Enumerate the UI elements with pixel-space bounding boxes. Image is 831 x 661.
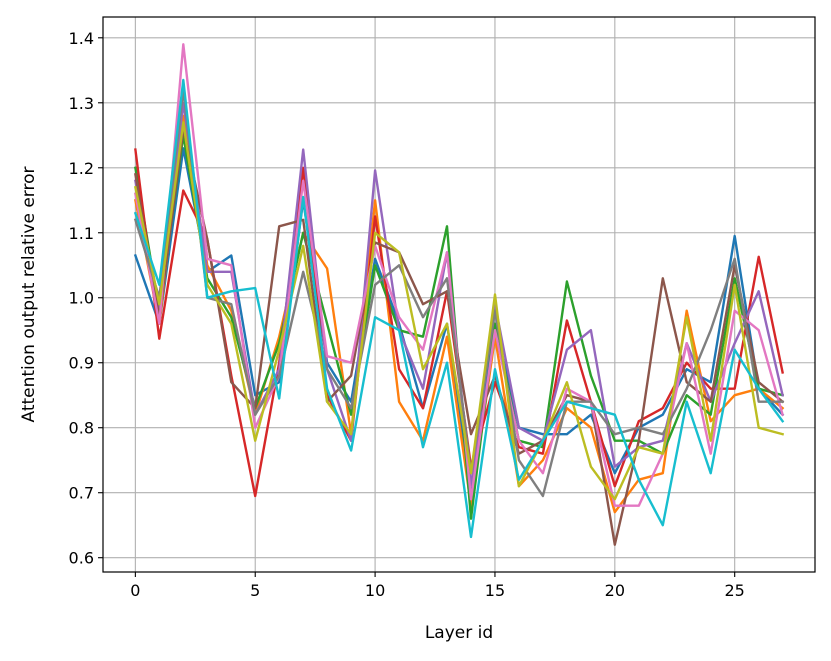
axis-ticks: 0 5 10 15 20 25 0.6 0.7 0.8 0.9 1.0 1.1 1.2 1.3 1.4 <box>69 29 745 600</box>
series-line-8 <box>133 88 784 498</box>
y-tick-label: 0.6 <box>69 549 94 568</box>
series-line-6 <box>134 127 785 546</box>
series-line-9 <box>133 121 785 501</box>
data-lines <box>133 43 785 546</box>
y-axis-label: Attention output relative error <box>19 166 39 422</box>
x-tick-label: 10 <box>365 581 385 600</box>
plot-frame <box>102 16 816 573</box>
y-tick-label: 1.4 <box>69 29 94 48</box>
y-tick-label: 1.0 <box>69 289 94 308</box>
y-tick-label: 0.9 <box>69 354 94 373</box>
x-tick-label: 5 <box>250 581 260 600</box>
x-tick-label: 25 <box>725 581 745 600</box>
y-tick-label: 0.7 <box>69 484 94 503</box>
y-tick-label: 0.8 <box>69 419 94 438</box>
y-tick-label: 1.3 <box>69 94 94 113</box>
y-tick-label: 1.1 <box>69 224 94 243</box>
x-tick-label: 20 <box>605 581 625 600</box>
y-tick-label: 1.2 <box>69 159 94 178</box>
x-axis-label: Layer id <box>425 623 493 643</box>
series-line-10 <box>133 78 785 539</box>
x-tick-label: 0 <box>130 581 140 600</box>
x-tick-label: 15 <box>485 581 505 600</box>
